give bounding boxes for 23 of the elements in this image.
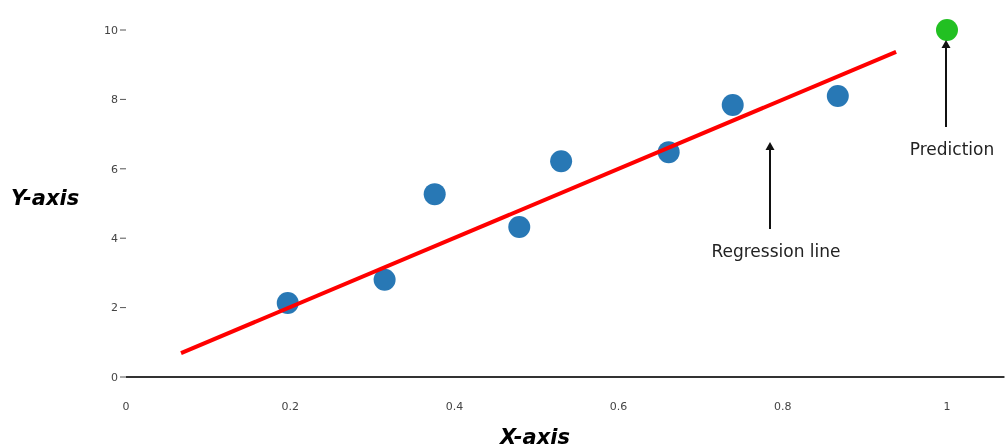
x-tick-label: 0.8	[774, 400, 792, 413]
point	[373, 268, 396, 291]
point	[936, 19, 958, 41]
point	[826, 84, 849, 107]
y-tick-label: 6	[111, 162, 118, 176]
x-tick-label: 0	[122, 400, 130, 413]
point	[550, 150, 573, 173]
y-axis-title: Y-axis	[10, 186, 80, 210]
point	[508, 216, 531, 239]
y-tick-label: 4	[111, 232, 118, 246]
x-tick-label: 0.2	[281, 400, 299, 413]
y-tick-label: 0	[111, 370, 118, 384]
y-tick-label: 10	[104, 23, 118, 37]
annotation: Regression line	[711, 241, 841, 261]
point	[423, 183, 446, 206]
x-tick-label: 0.4	[445, 400, 464, 413]
annotation: Prediction	[909, 139, 995, 159]
x-axis-title: X-axis	[498, 425, 570, 448]
y-tick-label: 8	[111, 93, 118, 107]
x-tick-label: 0.6	[609, 400, 628, 413]
point	[721, 93, 744, 116]
y-tick-label: 2	[111, 301, 118, 315]
x-tick-label: 1	[943, 400, 951, 413]
